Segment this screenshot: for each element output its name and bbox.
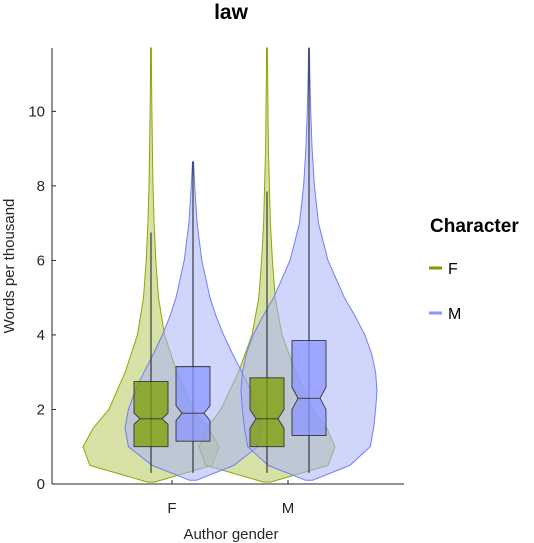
box-F-F bbox=[133, 381, 169, 448]
legend: FM bbox=[429, 261, 461, 323]
y-tick-label: 2 bbox=[37, 401, 45, 418]
x-tick-label: M bbox=[282, 500, 295, 517]
boxplots bbox=[133, 48, 327, 473]
y-tick-label: 6 bbox=[37, 252, 45, 269]
y-tick-label: 0 bbox=[37, 476, 45, 493]
legend-label-F: F bbox=[448, 261, 458, 278]
violins bbox=[82, 47, 378, 483]
y-tick-label: 8 bbox=[37, 178, 45, 195]
chart-title: law bbox=[214, 1, 249, 24]
box-M-F bbox=[175, 366, 211, 442]
y-tick-label: 10 bbox=[28, 103, 45, 120]
box-M-M bbox=[291, 340, 327, 437]
plot-area: 0 2 4 6 8 10 F M bbox=[28, 47, 404, 517]
y-axis-label: Words per thousand bbox=[1, 199, 18, 334]
legend-title: Character bbox=[430, 216, 519, 237]
x-axis-label: Author gender bbox=[183, 526, 278, 543]
x-tick-label: F bbox=[167, 500, 176, 517]
box-F-M bbox=[249, 377, 285, 448]
legend-label-M: M bbox=[448, 306, 461, 323]
y-tick-label: 4 bbox=[37, 327, 45, 344]
